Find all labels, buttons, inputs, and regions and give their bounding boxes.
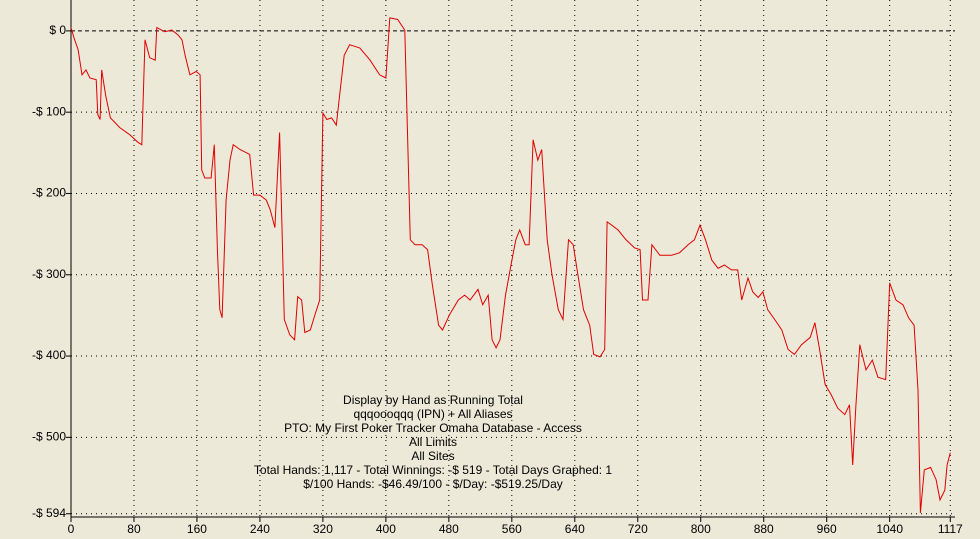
- annotation: Display by Hand as Running Total: [343, 393, 523, 407]
- x-tick-label: 400: [376, 522, 396, 536]
- x-tick-label: 0: [68, 522, 75, 536]
- y-tick-label: -$ 300: [32, 267, 66, 281]
- x-tick-label: 1040: [876, 522, 903, 536]
- x-tick-label: 880: [754, 522, 774, 536]
- x-tick-label: 80: [127, 522, 141, 536]
- annotation: PTO: My First Poker Tracker Omaha Databa…: [284, 421, 582, 435]
- annotation: Total Hands: 1,117 - Total Winnings: -$ …: [254, 463, 613, 477]
- annotation: qqqoooqqq (IPN) + All Aliases: [353, 407, 512, 421]
- x-tick-label: 160: [187, 522, 207, 536]
- annotation: All Limits: [409, 435, 457, 449]
- x-tick-label: 240: [250, 522, 270, 536]
- y-tick-label: -$ 594: [32, 506, 66, 520]
- x-tick-label: 720: [628, 522, 648, 536]
- x-tick-label: 960: [817, 522, 837, 536]
- x-tick-label: 320: [313, 522, 333, 536]
- x-tick-label: 560: [502, 522, 522, 536]
- annotation: $/100 Hands: -$46.49/100 - $/Day: -$519.…: [303, 477, 563, 491]
- y-tick-label: $ 0: [49, 23, 66, 37]
- annotation: All Sites: [411, 449, 454, 463]
- y-tick-label: -$ 500: [32, 430, 66, 444]
- line-series: [70, 17, 951, 513]
- y-tick-label: -$ 100: [32, 104, 66, 118]
- y-tick-label: -$ 400: [32, 348, 66, 362]
- x-tick-label: 1117: [938, 522, 963, 536]
- x-tick-label: 800: [691, 522, 711, 536]
- x-tick-label: 480: [439, 522, 459, 536]
- y-tick-label: -$ 200: [32, 186, 66, 200]
- x-tick-label: 640: [565, 522, 585, 536]
